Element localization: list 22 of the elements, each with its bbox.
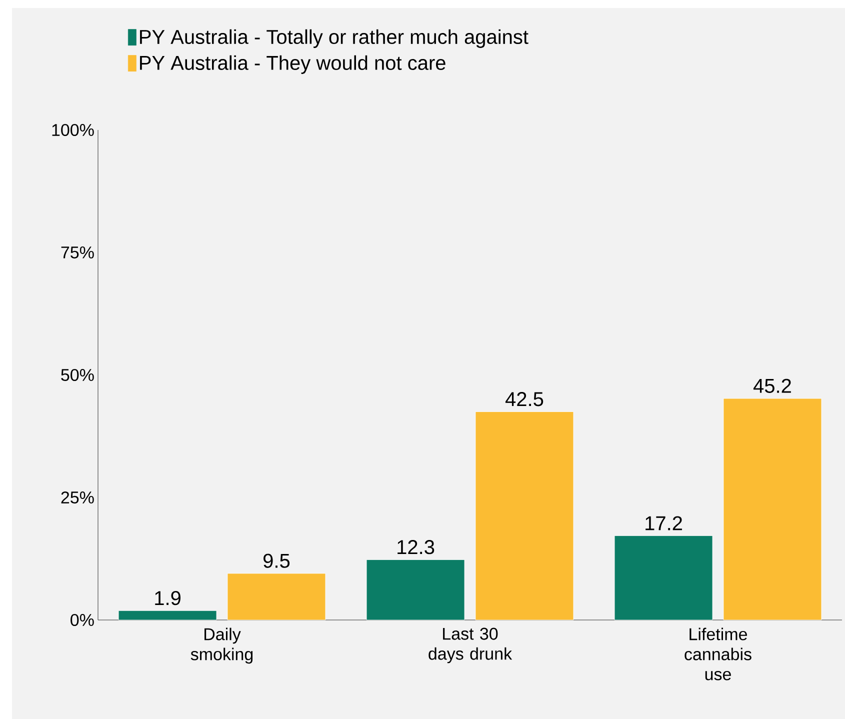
data-label: 45.2	[753, 378, 791, 393]
bar	[723, 398, 822, 620]
y-tick-label: 100%	[52, 124, 94, 136]
y-tick-label: 25%	[61, 491, 94, 504]
bar	[475, 412, 574, 620]
bar	[118, 610, 217, 620]
data-label: 42.5	[505, 392, 544, 406]
y-tick-label: 50%	[61, 368, 94, 382]
x-tick-label: Daily smoking	[190, 628, 253, 664]
bar	[366, 560, 465, 620]
y-tick-label: 75%	[61, 246, 94, 258]
legend-label: PY Australia - They would not care	[140, 55, 446, 74]
data-label: 12.3	[398, 540, 434, 554]
data-label: 9.5	[264, 554, 290, 568]
data-label: 1.9	[155, 590, 180, 606]
legend-label: PY Australia - Totally or rather much against	[140, 29, 528, 48]
x-tick-label: Lifetime cannabis use	[684, 628, 752, 680]
bar	[227, 573, 326, 620]
data-label: 17.2	[646, 516, 682, 530]
bar	[614, 536, 713, 620]
y-tick-label: 0%	[70, 614, 94, 626]
x-tick-label: Last 30 days drunk	[428, 628, 512, 664]
